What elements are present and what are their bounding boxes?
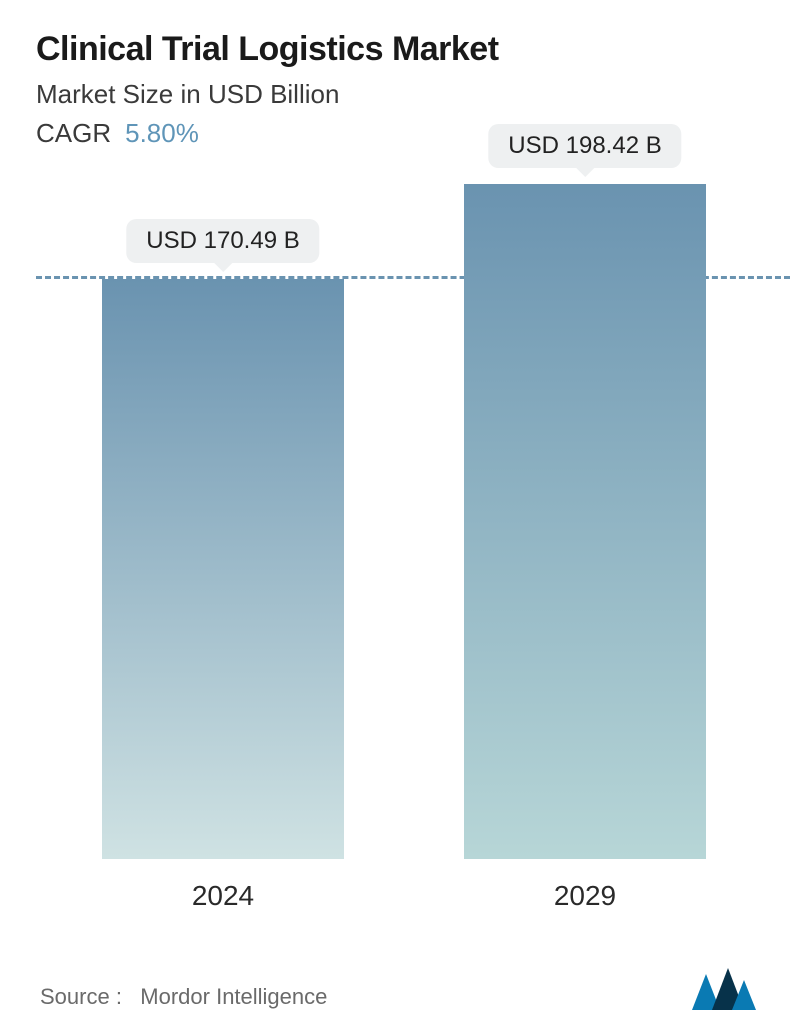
cagr-label: CAGR bbox=[36, 118, 111, 149]
x-label-2029: 2029 bbox=[464, 880, 706, 912]
x-label-2024: 2024 bbox=[102, 880, 344, 912]
cagr-value: 5.80% bbox=[125, 118, 199, 149]
brand-logo-icon bbox=[692, 966, 756, 1010]
bar-fill-2029 bbox=[464, 184, 706, 859]
source-label: Source : bbox=[40, 984, 122, 1009]
bar-fill-2024 bbox=[102, 279, 344, 859]
source-text: Source : Mordor Intelligence bbox=[40, 984, 327, 1010]
value-pill-2024: USD 170.49 B bbox=[126, 219, 319, 263]
chart-title: Clinical Trial Logistics Market bbox=[36, 30, 760, 69]
footer: Source : Mordor Intelligence bbox=[36, 966, 760, 1010]
bar-2024: USD 170.49 B bbox=[102, 279, 344, 859]
value-pill-2029: USD 198.42 B bbox=[488, 124, 681, 168]
x-axis: 2024 2029 bbox=[66, 859, 730, 919]
chart-container: Clinical Trial Logistics Market Market S… bbox=[0, 0, 796, 1034]
chart-subtitle: Market Size in USD Billion bbox=[36, 79, 760, 110]
plot: USD 170.49 B USD 198.42 B bbox=[66, 179, 730, 859]
source-name: Mordor Intelligence bbox=[140, 984, 327, 1009]
chart-area: USD 170.49 B USD 198.42 B 2024 2029 bbox=[66, 179, 730, 948]
bar-2029: USD 198.42 B bbox=[464, 184, 706, 859]
